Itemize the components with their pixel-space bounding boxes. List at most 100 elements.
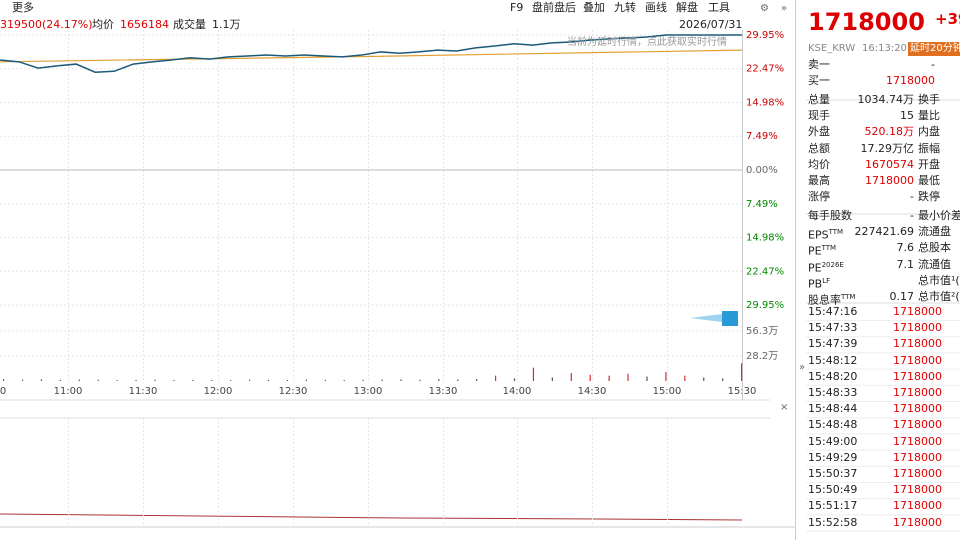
settings-icon[interactable]: ⚙ <box>760 3 769 14</box>
field-sup: TTM <box>821 244 837 253</box>
field-sup: LF <box>822 276 831 285</box>
delay-badge[interactable]: 延时20分钟 <box>908 42 960 56</box>
volume-bar <box>135 379 137 381</box>
trade-time: 15:48:12 <box>808 353 858 367</box>
volume-bar <box>21 379 24 381</box>
trade-time: 15:47:39 <box>808 337 858 351</box>
field-label: 内盘 <box>918 125 940 139</box>
x-tick-label: 12:00 <box>204 386 233 397</box>
last-price: 1718000 <box>808 8 925 36</box>
close-icon[interactable]: × <box>780 402 788 413</box>
volume-bar <box>249 379 251 381</box>
y-tick-label: 14.98% <box>746 233 784 244</box>
y-tick-label: 22.47% <box>746 266 784 277</box>
y-tick-label: 7.49% <box>746 199 778 210</box>
x-tick-label: 13:00 <box>354 386 383 397</box>
field-value: - <box>910 208 914 222</box>
volume-bar <box>532 367 535 381</box>
toolbar-button[interactable]: 九转 <box>614 1 636 14</box>
volume-bar <box>381 379 383 381</box>
y-tick-label: 29.95% <box>746 300 784 311</box>
trade-price: 1718000 <box>893 467 942 480</box>
field-value: 1718000 <box>865 174 914 188</box>
field-label: 量比 <box>918 108 940 122</box>
volume-bar <box>400 379 402 381</box>
trade-price: 1718000 <box>893 369 942 383</box>
change: 319500(24.17%) <box>0 18 93 31</box>
field-value: 15 <box>900 108 914 122</box>
trade-price: 1718000 <box>893 337 942 351</box>
notice[interactable]: 当前为延时行情，点此获取实时行情 <box>567 37 727 48</box>
trade-price: 1718000 <box>893 402 942 416</box>
toolbar-button[interactable]: 盘前盘后 <box>532 1 576 14</box>
volume-bar <box>627 373 629 381</box>
field-label: 卖一 <box>808 58 830 71</box>
trade-price: 1718000 <box>893 305 942 318</box>
field-value: 1670574 <box>865 157 914 171</box>
volume-bar <box>722 378 724 381</box>
volume-bar <box>78 379 80 381</box>
volume-bar <box>551 377 553 381</box>
field-value: 0.17 <box>889 290 915 304</box>
y-tick-label: 14.98% <box>746 97 784 108</box>
trade-time: 15:47:33 <box>808 321 858 335</box>
toolbar-button[interactable]: 画线 <box>645 1 667 14</box>
trade-time: 15:48:20 <box>808 369 858 383</box>
field-label: 流通盘 <box>918 225 951 238</box>
trade-time: 15:47:16 <box>808 305 858 318</box>
volume-bar <box>343 379 345 381</box>
trade-price: 1718000 <box>893 353 942 367</box>
toolbar-button[interactable]: 叠加 <box>583 1 605 14</box>
field-label: 总市值²( <box>918 290 960 304</box>
field-sup: 2026E <box>821 260 844 269</box>
trade-time: 15:51:17 <box>808 499 858 513</box>
volume-bar <box>267 379 270 381</box>
volume-bar <box>173 380 175 381</box>
toolbar-button[interactable]: 更多 <box>12 1 34 14</box>
field-label: 最高 <box>808 174 830 188</box>
price-change: +39 <box>935 10 960 28</box>
field-label: 总市值¹( <box>918 273 960 287</box>
volume-bar <box>97 379 99 381</box>
field-value: 520.18万 <box>864 125 915 139</box>
y-tick-label: 22.47% <box>746 64 784 75</box>
trade-time: 15:48:48 <box>808 418 858 432</box>
expand-icon[interactable]: » <box>799 362 805 373</box>
volume-bar <box>438 379 440 381</box>
field-label: PETTM <box>808 244 837 258</box>
volume-bar <box>116 380 118 381</box>
field-value: 17.29万亿 <box>860 141 915 155</box>
field-label: 跌停 <box>918 190 940 204</box>
volume-bar <box>513 378 516 381</box>
field-label: 总量 <box>808 92 830 106</box>
y-tick-label: 0.00% <box>746 165 778 176</box>
collapse-icon[interactable]: » <box>781 3 787 14</box>
volume-bar <box>154 379 156 381</box>
x-tick-label: 12:30 <box>279 386 308 397</box>
y-tick-label: 29.95% <box>746 30 784 41</box>
toolbar-button[interactable]: 工具 <box>708 1 730 14</box>
field-value: - <box>910 190 914 204</box>
toolbar-button[interactable]: F9 <box>510 1 524 14</box>
logo-icon <box>690 314 722 322</box>
quote-time: 16:13:20 <box>862 43 907 54</box>
x-tick-label: 14:30 <box>578 386 607 397</box>
volume-bar <box>703 377 705 381</box>
x-tick-label: 14:00 <box>503 386 532 397</box>
trade-time: 15:50:37 <box>808 467 858 480</box>
volume-bar <box>59 379 61 381</box>
y-tick-label: 56.3万 <box>746 326 778 337</box>
toolbar-button[interactable]: 解盘 <box>676 1 698 14</box>
trade-price: 1718000 <box>893 418 942 432</box>
logo-icon <box>722 311 738 326</box>
x-tick-label: 15:00 <box>653 386 682 397</box>
exchange: KSE_KRW <box>808 43 856 54</box>
trade-price: 1718000 <box>893 321 942 335</box>
trade-price: 1718000 <box>893 483 942 497</box>
price-line <box>0 34 742 73</box>
trade-price: 1718000 <box>893 386 942 399</box>
volume-bar <box>40 379 43 381</box>
x-tick-label: 11:30 <box>129 386 158 397</box>
